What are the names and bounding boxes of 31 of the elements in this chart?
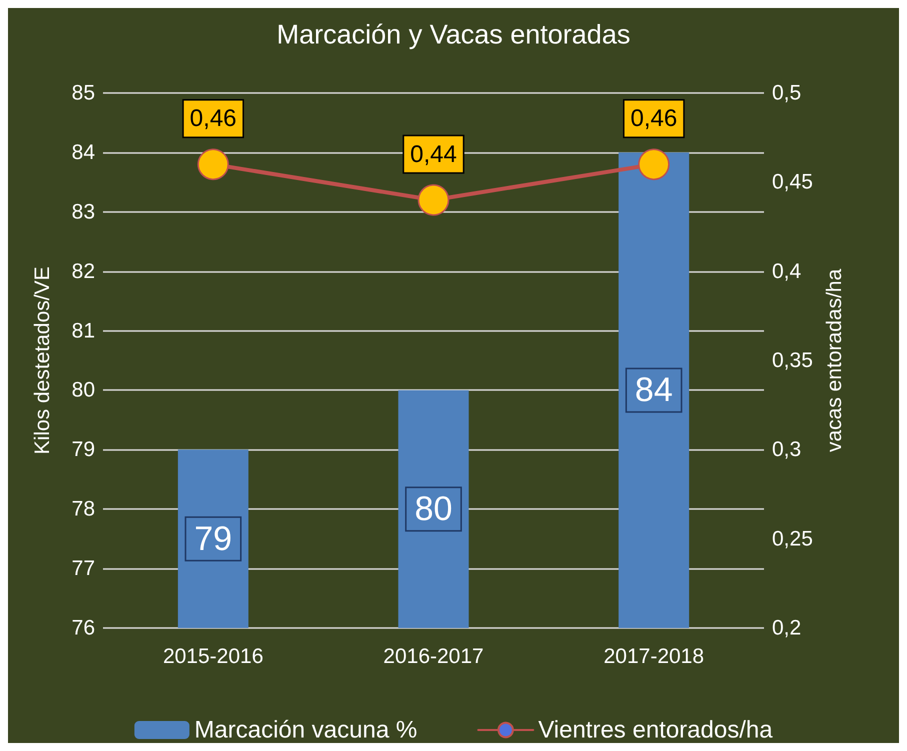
y-tick-label: 81 (72, 319, 95, 342)
y-tick-label: 83 (72, 200, 95, 224)
legend-label: Marcación vacuna % (194, 716, 418, 744)
x-tick-label: 2017-2018 (604, 645, 704, 668)
y2-tick-label: 0,3 (772, 438, 802, 462)
y-tick-label: 82 (72, 260, 95, 283)
data-label: 0,46 (190, 105, 237, 132)
y-tick-label: 80 (72, 378, 95, 402)
data-label: 0,46 (630, 105, 678, 132)
data-label: 0,44 (410, 140, 457, 168)
x-tick-label: 2016-2017 (383, 645, 484, 668)
y-tick-label: 79 (72, 438, 95, 462)
y2-tick-label: 0,5 (772, 82, 802, 104)
chart-title: Marcación y Vacas entoradas (276, 20, 630, 50)
data-label: 84 (634, 371, 673, 410)
y-tick-label: 84 (72, 140, 96, 164)
y-tick-label: 77 (72, 557, 95, 580)
y2-tick-label: 0,45 (772, 170, 813, 194)
y2-tick-label: 0,25 (772, 527, 813, 550)
y-axis-title: Kilos destetados/VE (31, 266, 54, 454)
y2-tick-label: 0,2 (772, 616, 802, 640)
y-tick-label: 76 (72, 616, 95, 640)
data-label: 79 (194, 520, 232, 558)
y2-axis-title: vacas entoradas/ha (823, 268, 846, 452)
data-label: 80 (414, 490, 452, 528)
y2-tick-label: 0,4 (772, 260, 802, 283)
y-tick-label: 78 (72, 498, 95, 521)
legend-label: Vientres entorados/ha (538, 716, 774, 744)
y2-tick-label: 0,35 (772, 349, 813, 372)
y-tick-label: 85 (72, 82, 95, 104)
x-tick-label: 2015-2016 (162, 645, 264, 668)
